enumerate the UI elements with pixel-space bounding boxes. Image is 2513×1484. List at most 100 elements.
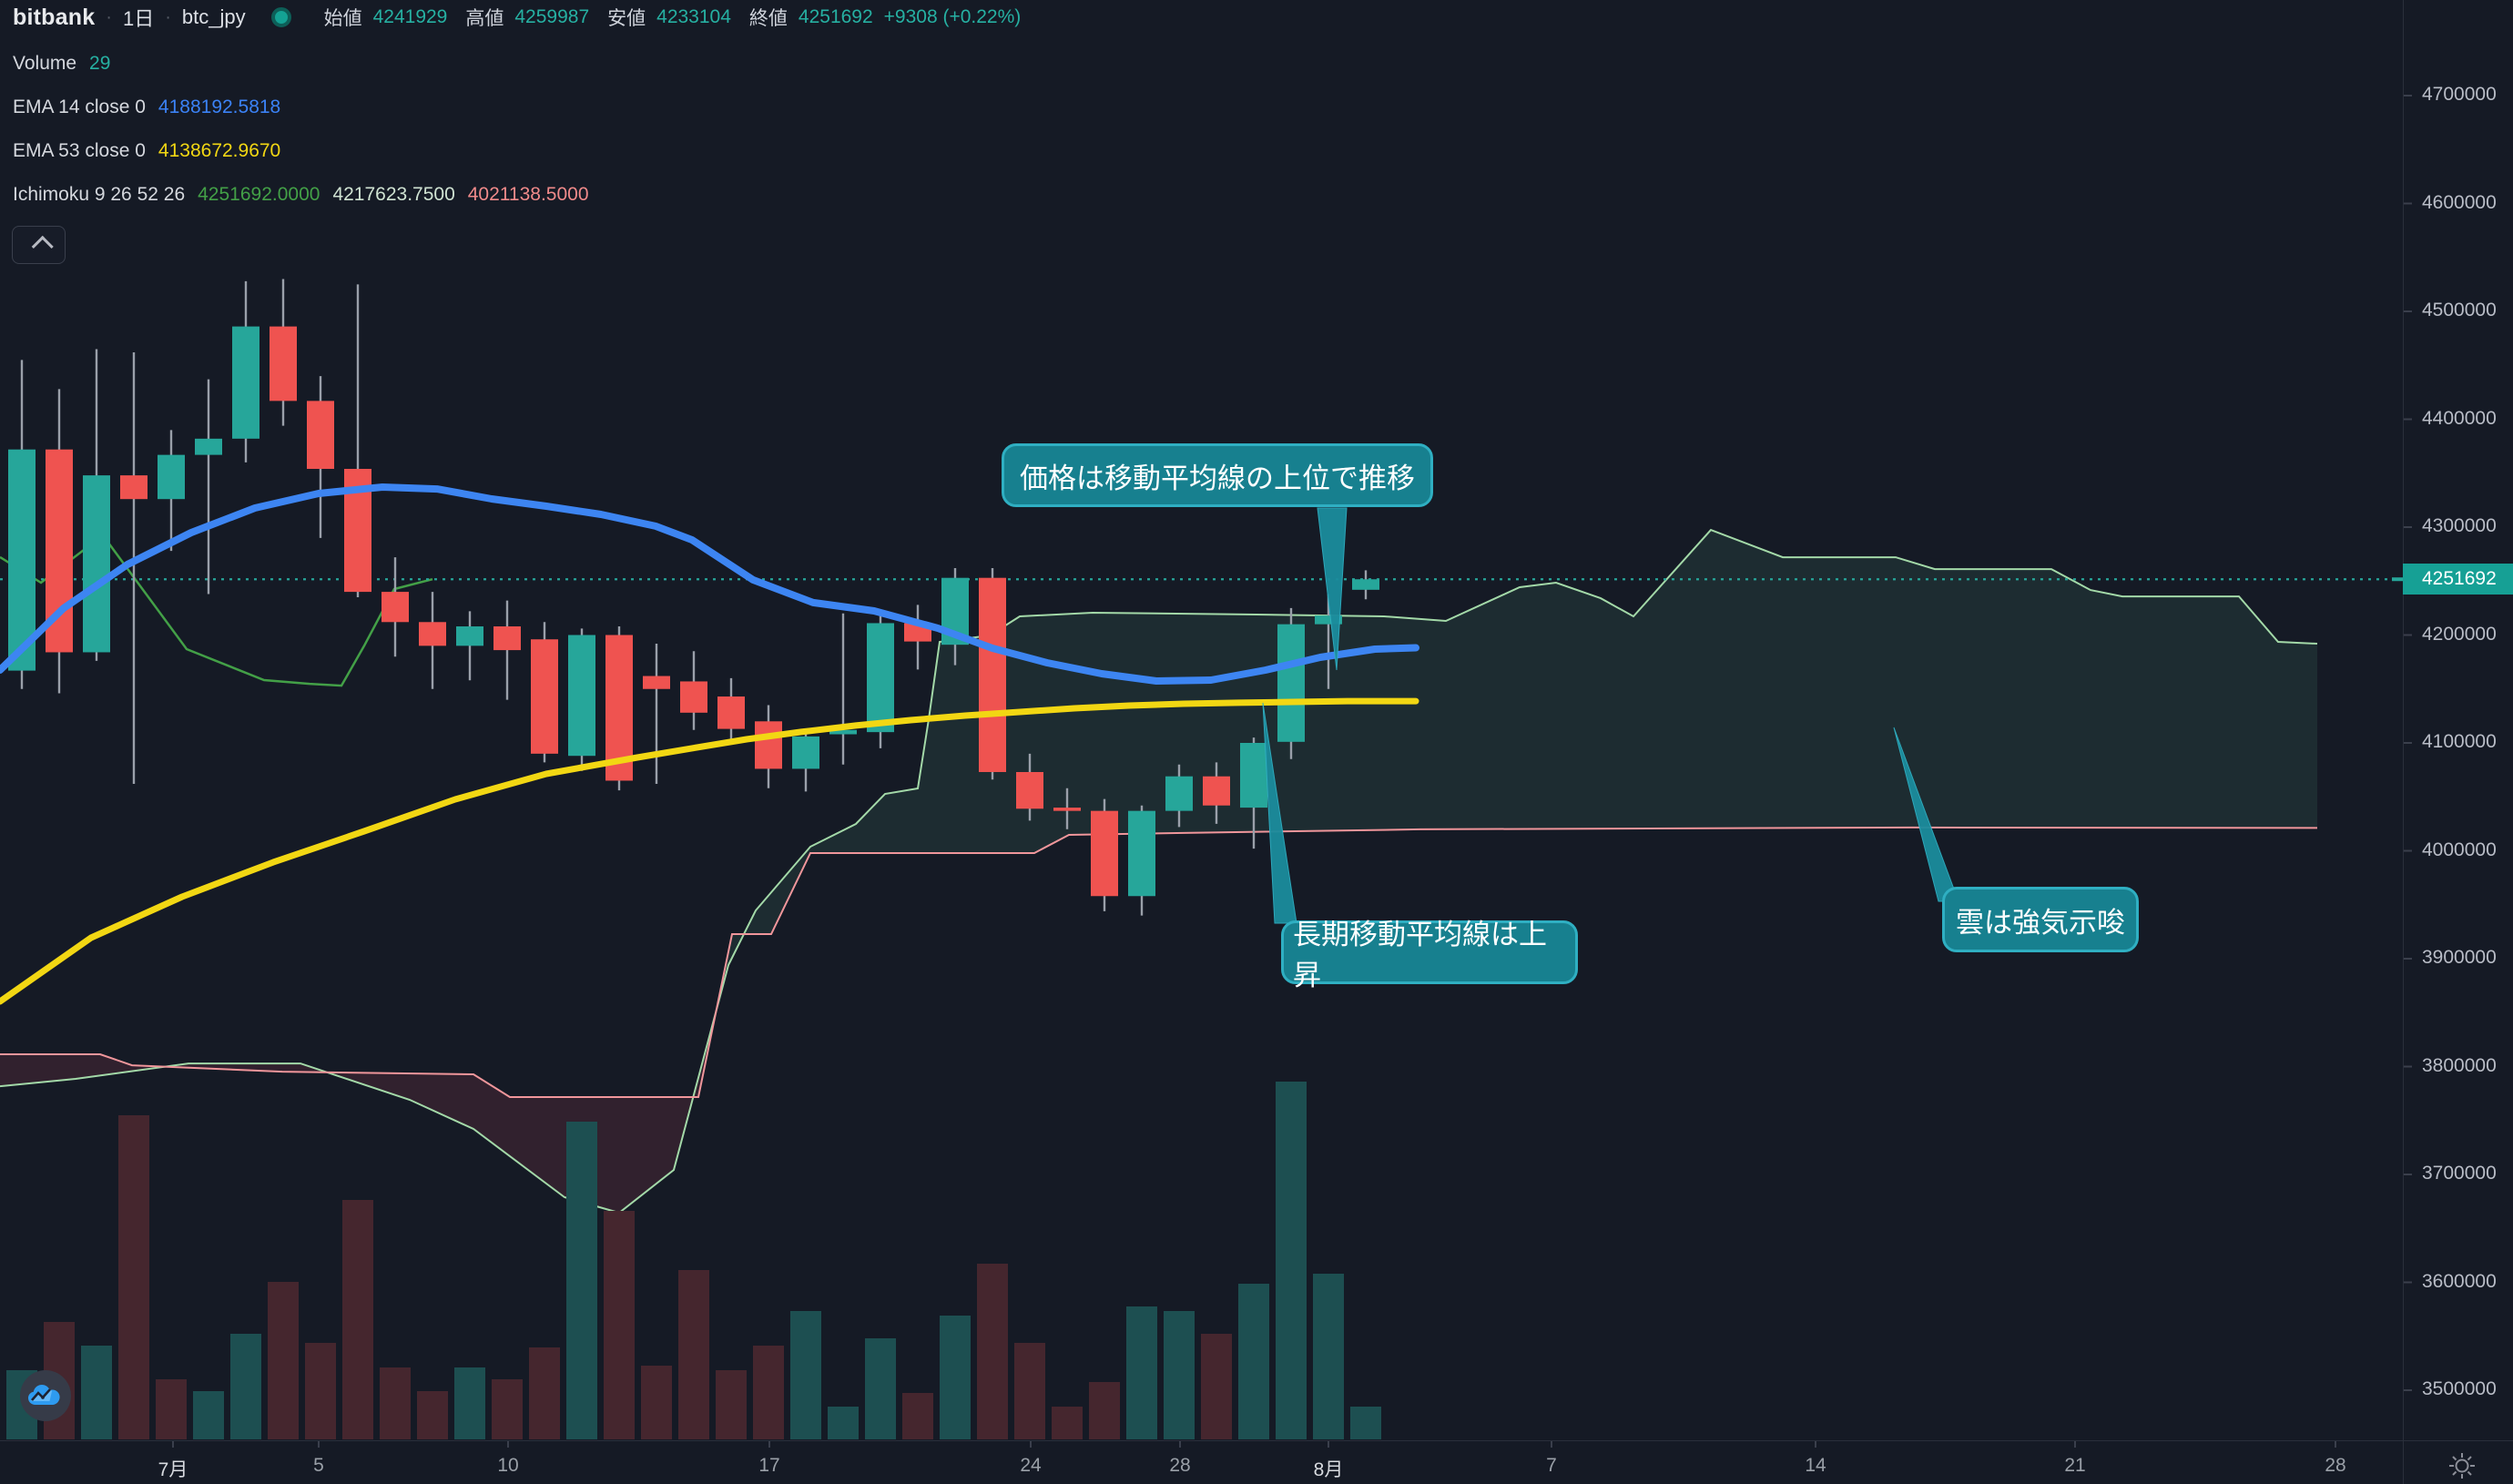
- candle-body: [270, 326, 297, 401]
- price-axis-label[interactable]: 4600000: [2422, 191, 2497, 213]
- time-axis-label[interactable]: 8月: [1313, 1459, 1344, 1480]
- volume-bar: [1201, 1334, 1232, 1439]
- price-axis-label[interactable]: 4000000: [2422, 839, 2497, 860]
- ema14-label: EMA 14 close 0: [13, 97, 146, 117]
- open-label: 始値: [323, 8, 362, 29]
- candle-body: [158, 454, 185, 500]
- chevron-up-icon: [31, 235, 54, 258]
- ichimoku-conversion-value: 4251692.0000: [198, 184, 320, 205]
- time-axis-label[interactable]: 7月: [158, 1459, 188, 1480]
- price-axis-tick: [2403, 418, 2412, 421]
- price-axis-label[interactable]: 3700000: [2422, 1163, 2497, 1184]
- ema14-value: 4188192.5818: [158, 97, 281, 117]
- price-axis-label[interactable]: 3800000: [2422, 1054, 2497, 1076]
- price-axis-tick: [2403, 526, 2412, 528]
- exchange-name[interactable]: bitbank: [13, 4, 96, 30]
- time-axis-label[interactable]: 21: [2064, 1455, 2086, 1476]
- volume-bar: [454, 1367, 485, 1439]
- volume-bar: [380, 1367, 411, 1439]
- price-axis-label[interactable]: 3900000: [2422, 947, 2497, 968]
- senkou-span-b-line: [0, 826, 2318, 1098]
- price-axis-label[interactable]: 4100000: [2422, 731, 2497, 752]
- tradingview-logo[interactable]: [20, 1370, 71, 1421]
- axis-settings-button[interactable]: [2442, 1449, 2482, 1482]
- annotation-callout-price-above-ma[interactable]: 価格は移動平均線の上位で推移: [1002, 443, 1433, 507]
- candle-body: [829, 729, 857, 735]
- high-label: 高値: [465, 8, 504, 29]
- volume-bar: [81, 1346, 112, 1439]
- time-axis-label[interactable]: 17: [758, 1455, 780, 1476]
- ichimoku-bull-cloud: [719, 530, 2317, 997]
- volume-bar: [1126, 1306, 1157, 1439]
- volume-bar: [417, 1391, 448, 1439]
- time-axis-tick: [172, 1440, 174, 1448]
- volume-bar: [1313, 1274, 1344, 1439]
- ema53-legend[interactable]: EMA 53 close 0 4138672.9670: [13, 140, 280, 162]
- time-axis-label[interactable]: 28: [2325, 1455, 2346, 1476]
- price-axis-label[interactable]: 3600000: [2422, 1270, 2497, 1292]
- current-price-tick: [2392, 577, 2405, 582]
- annotation-callout-longterm-ma-rising[interactable]: 長期移動平均線は上昇: [1281, 919, 1578, 991]
- candle-body: [1016, 771, 1043, 809]
- sun-icon: [2449, 1453, 2475, 1479]
- candle-body: [979, 577, 1006, 772]
- time-axis-label[interactable]: 5: [313, 1455, 324, 1476]
- candle-body: [568, 635, 595, 757]
- time-axis-label[interactable]: 7: [1546, 1455, 1557, 1476]
- time-axis-label[interactable]: 24: [1020, 1455, 1042, 1476]
- price-axis-tick: [2403, 742, 2412, 744]
- price-axis-tick: [2403, 1281, 2412, 1284]
- price-axis-tick: [2403, 95, 2412, 97]
- candle-body: [717, 696, 745, 729]
- price-axis-tick: [2403, 634, 2412, 636]
- time-axis-tick: [768, 1440, 770, 1448]
- senkou-span-a-line: [0, 528, 2318, 1215]
- price-axis-label[interactable]: 4700000: [2422, 84, 2497, 105]
- pair-label[interactable]: btc_jpy: [181, 5, 246, 28]
- ichimoku-base-value: 4217623.7500: [332, 184, 455, 205]
- collapse-legend-button[interactable]: [12, 226, 66, 264]
- high-value: 4259987: [514, 6, 590, 27]
- ema14-line: [0, 483, 1419, 685]
- price-axis-label[interactable]: 4300000: [2422, 515, 2497, 536]
- volume-value: 29: [89, 53, 111, 74]
- ichimoku-label: Ichimoku 9 26 52 26: [13, 184, 186, 205]
- ema14-legend[interactable]: EMA 14 close 0 4188192.5818: [13, 97, 280, 118]
- close-label: 終値: [748, 8, 788, 29]
- candle-body: [1053, 808, 1081, 811]
- volume-bar: [790, 1311, 821, 1439]
- volume-legend[interactable]: Volume 29: [13, 53, 110, 75]
- annotation-callout-cloud-bullish[interactable]: 雲は強気示唆: [1942, 887, 2139, 952]
- price-axis-label[interactable]: 4400000: [2422, 407, 2497, 429]
- candle-body: [83, 475, 110, 653]
- price-axis-tick: [2403, 1389, 2412, 1391]
- candle-body: [8, 449, 36, 671]
- symbol-header: bitbank · 1日 · btc_jpy 始値 4241929 高値 425…: [13, 2, 1021, 33]
- price-axis-label[interactable]: 4200000: [2422, 623, 2497, 645]
- time-axis-tick: [1815, 1440, 1816, 1448]
- time-axis-label[interactable]: 14: [1805, 1455, 1826, 1476]
- volume-bar: [118, 1115, 149, 1439]
- current-price-label: 4251692: [2403, 564, 2513, 595]
- time-axis-tick: [2074, 1440, 2076, 1448]
- time-axis-label[interactable]: 10: [497, 1455, 519, 1476]
- ichimoku-legend[interactable]: Ichimoku 9 26 52 26 4251692.0000 4217623…: [13, 184, 589, 206]
- volume-bar: [977, 1264, 1008, 1439]
- volume-label: Volume: [13, 53, 77, 74]
- time-axis-label[interactable]: 28: [1169, 1455, 1191, 1476]
- separator-dot: ·: [165, 6, 171, 27]
- candle-body: [382, 592, 409, 623]
- candle-body: [1165, 776, 1193, 811]
- volume-bar: [716, 1370, 747, 1439]
- price-axis-label[interactable]: 4500000: [2422, 300, 2497, 320]
- ichimoku-spanb-value: 4021138.5000: [467, 184, 589, 205]
- interval-label[interactable]: 1日: [122, 7, 155, 30]
- price-axis-label[interactable]: 3500000: [2422, 1378, 2497, 1399]
- candle-body: [755, 721, 782, 769]
- time-axis-tick: [1328, 1440, 1329, 1448]
- candle-body: [419, 622, 446, 646]
- separator-dot: ·: [106, 6, 112, 27]
- candle-body: [1203, 776, 1230, 806]
- volume-bar: [305, 1343, 336, 1439]
